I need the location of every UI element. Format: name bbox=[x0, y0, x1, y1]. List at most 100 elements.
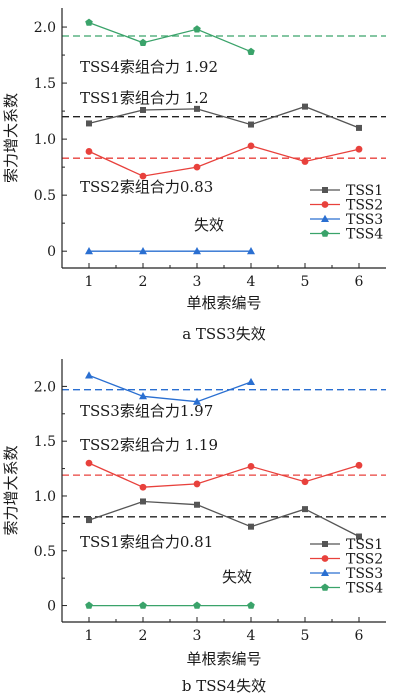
figure-caption: b TSS4失效 bbox=[182, 677, 266, 695]
x-tick-label: 1 bbox=[85, 628, 94, 644]
data-point bbox=[248, 121, 254, 128]
y-tick-label: 2.0 bbox=[34, 20, 56, 36]
data-point bbox=[247, 601, 255, 609]
series-line bbox=[88, 462, 360, 488]
data-point bbox=[302, 506, 308, 513]
x-tick-label: 6 bbox=[355, 274, 364, 290]
legend-label: TSS4 bbox=[346, 227, 383, 243]
y-tick-label: 0.5 bbox=[34, 188, 56, 204]
series-tss4 bbox=[85, 18, 255, 55]
reference-label: TSS2索组合力 1.19 bbox=[80, 436, 218, 454]
data-point bbox=[193, 397, 201, 405]
data-point bbox=[247, 377, 255, 386]
y-tick-label: 0 bbox=[47, 599, 56, 615]
legend-label: TSS1 bbox=[346, 537, 383, 553]
data-point bbox=[301, 158, 309, 165]
series-line bbox=[88, 21, 252, 53]
data-point bbox=[193, 25, 201, 33]
data-point bbox=[85, 459, 93, 467]
series-tss1 bbox=[86, 498, 362, 540]
data-point bbox=[247, 462, 255, 470]
x-axis-label: 单根索编号 bbox=[186, 650, 261, 668]
series-tss3 bbox=[85, 246, 255, 255]
legend-marker bbox=[321, 229, 329, 237]
legend-label: TSS3 bbox=[346, 212, 383, 228]
chart-panel-a: TSS4索组合力 1.92 TSS1索组合力 1.2 TSS2索组合力0.83 失效 1… bbox=[2, 8, 386, 343]
data-point bbox=[248, 523, 254, 530]
y-tick-label: 1.5 bbox=[34, 76, 56, 92]
x-tick-label: 3 bbox=[193, 628, 202, 644]
data-point bbox=[139, 601, 147, 609]
failure-annotation: 失效 bbox=[194, 216, 224, 234]
data-point bbox=[193, 601, 201, 609]
series-tss1 bbox=[86, 103, 362, 131]
data-point bbox=[85, 601, 93, 609]
series-line bbox=[88, 500, 360, 538]
legend-label: TSS4 bbox=[346, 581, 383, 597]
data-point bbox=[356, 533, 362, 540]
series-tss2 bbox=[85, 142, 363, 180]
y-tick-label: 0 bbox=[47, 244, 56, 260]
y-tick-label: 2.0 bbox=[34, 379, 56, 395]
legend-label: TSS3 bbox=[346, 566, 383, 582]
x-axis-label: 单根索编号 bbox=[186, 294, 261, 312]
legend-label: TSS1 bbox=[346, 183, 383, 199]
series-line bbox=[88, 374, 252, 403]
x-tick-label: 5 bbox=[301, 628, 310, 644]
y-tick-label: 1.5 bbox=[34, 434, 56, 450]
x-tick-label: 4 bbox=[247, 628, 256, 644]
data-point bbox=[86, 517, 92, 524]
y-tick-label: 1.0 bbox=[34, 489, 56, 505]
failure-annotation: 失效 bbox=[222, 568, 252, 586]
reference-label: TSS1索组合力 1.2 bbox=[80, 89, 208, 107]
y-axis-label: 索力增大系数 bbox=[2, 445, 20, 535]
data-point bbox=[139, 38, 147, 46]
data-point bbox=[247, 47, 255, 55]
series-line bbox=[88, 145, 360, 177]
data-point bbox=[139, 172, 147, 180]
legend-marker bbox=[321, 214, 329, 222]
series-line bbox=[88, 105, 360, 129]
y-tick-label: 0.5 bbox=[34, 544, 56, 560]
y-tick-label: 1.0 bbox=[34, 132, 56, 148]
data-point bbox=[139, 483, 147, 491]
series-tss3 bbox=[85, 371, 255, 405]
reference-label: TSS2索组合力0.83 bbox=[80, 178, 213, 196]
legend-label: TSS2 bbox=[346, 198, 383, 214]
data-point bbox=[301, 478, 309, 486]
data-point bbox=[193, 163, 201, 171]
legend-marker bbox=[322, 187, 328, 193]
data-point bbox=[140, 106, 146, 113]
reference-label: TSS4索组合力 1.92 bbox=[80, 58, 218, 76]
reference-label: TSS3索组合力1.97 bbox=[80, 402, 213, 420]
data-point bbox=[356, 124, 362, 131]
legend-label: TSS2 bbox=[346, 552, 383, 568]
data-point bbox=[139, 246, 147, 255]
x-tick-label: 6 bbox=[355, 628, 364, 644]
data-point bbox=[355, 461, 363, 469]
legend-marker bbox=[321, 201, 329, 208]
data-point bbox=[302, 103, 308, 110]
data-point bbox=[355, 145, 363, 153]
data-point bbox=[193, 480, 201, 488]
reference-label: TSS1索组合力0.81 bbox=[80, 533, 213, 551]
data-point bbox=[85, 371, 93, 379]
series-tss4 bbox=[85, 601, 255, 609]
data-point bbox=[247, 246, 255, 255]
x-tick-label: 4 bbox=[247, 274, 256, 290]
data-point bbox=[85, 246, 93, 255]
data-point bbox=[86, 120, 92, 127]
figure-caption: a TSS3失效 bbox=[182, 325, 266, 343]
data-point bbox=[140, 498, 146, 505]
x-tick-label: 5 bbox=[301, 274, 310, 290]
data-point bbox=[85, 148, 93, 155]
x-tick-label: 1 bbox=[85, 274, 94, 290]
chart-panel-b: TSS3索组合力1.97 TSS2索组合力 1.19 TSS1索组合力0.81 失效 1… bbox=[2, 359, 386, 695]
data-point bbox=[194, 501, 200, 508]
data-point bbox=[193, 246, 201, 255]
data-point bbox=[139, 392, 147, 400]
data-point bbox=[85, 18, 93, 26]
x-tick-label: 2 bbox=[139, 274, 148, 290]
